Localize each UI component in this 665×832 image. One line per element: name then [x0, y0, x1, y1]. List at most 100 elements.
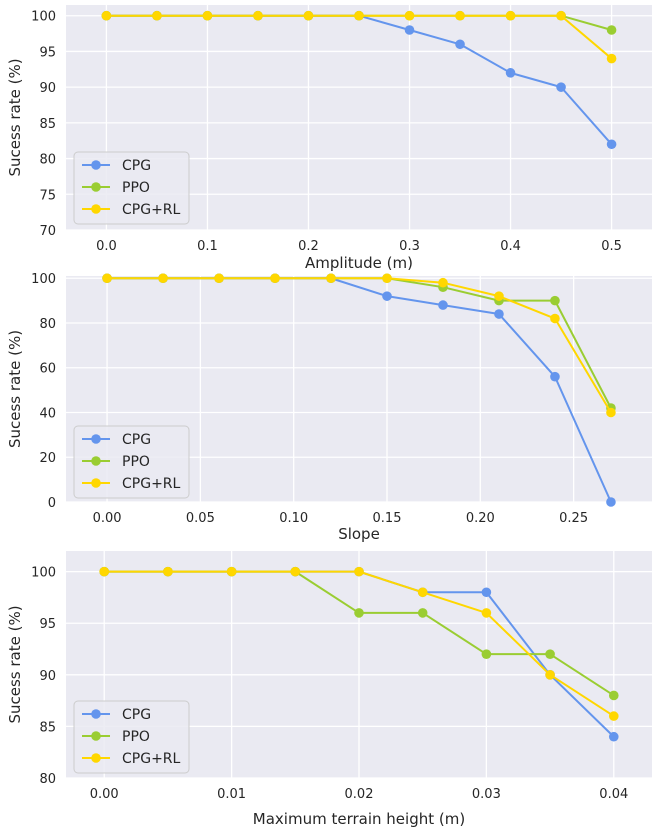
data-point: [417, 587, 428, 598]
legend-swatch-marker: [91, 182, 101, 192]
x-tick-label: 0.03: [472, 787, 501, 802]
data-point: [417, 608, 428, 618]
x-axis-label: Amplitude (m): [305, 254, 413, 272]
data-point: [354, 10, 364, 21]
series-CPG+RL: [102, 273, 616, 418]
data-point: [202, 10, 213, 21]
x-tick-label: 0.05: [186, 511, 215, 526]
legend-swatch-marker: [91, 456, 101, 466]
y-tick-label: 100: [31, 272, 56, 287]
data-point: [354, 566, 364, 577]
y-tick-label: 0: [48, 496, 56, 511]
data-point: [550, 371, 560, 382]
legend-swatch-marker: [91, 731, 101, 741]
data-point: [303, 10, 314, 21]
x-tick-label: 0.10: [279, 511, 308, 526]
data-point: [608, 731, 619, 742]
legend-label: CPG+RL: [122, 751, 181, 767]
x-tick-label: 0.4: [500, 239, 521, 254]
y-axis-label: Sucess rate (%): [6, 330, 24, 448]
y-tick-label: 90: [39, 81, 56, 96]
data-point: [556, 10, 566, 21]
y-tick-label: 20: [39, 451, 56, 466]
legend-box: [73, 425, 190, 499]
x-tick-label: 0.00: [93, 511, 122, 526]
x-tick-label: 0.15: [373, 511, 402, 526]
chart-3: 0.00 0.01 0.02 0.03 0.04 80 85 90 95 100 Maximum t…: [6, 551, 652, 828]
legend: CPG PPO CPG+RL: [73, 425, 190, 499]
x-tick-label: 0.1: [197, 239, 218, 254]
data-point: [505, 10, 516, 21]
data-point: [494, 309, 504, 319]
data-point: [152, 10, 162, 21]
data-point: [226, 566, 237, 577]
x-tick-label: 0.02: [345, 787, 374, 802]
x-tick-label: 0.2: [298, 239, 319, 254]
data-point: [382, 273, 392, 284]
y-tick-label: 100: [31, 10, 56, 25]
y-tick-label: 90: [39, 669, 56, 684]
x-tick-label: 0.5: [601, 239, 622, 254]
legend-label: CPG: [122, 432, 151, 448]
data-point: [606, 407, 616, 418]
x-axis-label: Slope: [338, 525, 380, 543]
y-tick-label: 85: [39, 720, 56, 735]
legend-box: [73, 151, 190, 225]
legend-box: [73, 700, 190, 774]
y-tick-label: 95: [39, 45, 56, 60]
data-point: [290, 566, 301, 577]
data-point: [404, 10, 415, 21]
legend-label: PPO: [122, 454, 150, 470]
legend-label: CPG: [122, 158, 151, 174]
y-tick-label: 80: [39, 772, 56, 787]
x-tick-label: 0.3: [399, 239, 420, 254]
legend: CPG PPO CPG+RL: [73, 151, 190, 225]
data-point: [455, 10, 465, 21]
y-tick-label: 85: [39, 117, 56, 132]
legend-swatch-marker: [91, 204, 101, 214]
legend: CPG PPO CPG+RL: [73, 700, 190, 774]
y-tick-label: 95: [39, 617, 56, 632]
data-point: [505, 68, 516, 78]
data-point: [481, 587, 492, 598]
legend-label: CPG: [122, 707, 151, 723]
data-point: [404, 25, 415, 35]
y-axis-label: Sucess rate (%): [6, 605, 24, 723]
x-tick-label: 0.25: [559, 511, 588, 526]
y-tick-label: 100: [31, 566, 56, 581]
data-point: [606, 25, 617, 35]
data-point: [438, 300, 448, 310]
x-axis-label: Maximum terrain height (m): [253, 810, 465, 828]
data-point: [270, 273, 280, 284]
data-point: [163, 566, 173, 577]
data-point: [253, 10, 263, 21]
x-tick-label: 0.20: [466, 511, 495, 526]
x-tick-label: 0.04: [599, 787, 628, 802]
data-point: [481, 608, 492, 618]
data-point: [102, 273, 112, 284]
y-tick-label: 80: [39, 317, 56, 332]
legend-swatch-marker: [91, 709, 101, 719]
data-point: [606, 53, 617, 64]
data-point: [608, 690, 619, 701]
data-point: [382, 291, 392, 301]
data-point: [550, 295, 560, 306]
legend-label: CPG+RL: [122, 476, 181, 492]
data-point: [158, 273, 168, 284]
data-point: [354, 608, 364, 618]
data-point: [545, 670, 555, 680]
x-tick-label: 0.01: [217, 787, 246, 802]
legend-swatch-marker: [91, 753, 101, 763]
series-CPG+RL: [99, 566, 619, 721]
x-tick-label: 0.0: [96, 239, 117, 254]
series-line: [107, 277, 612, 414]
legend-label: CPG+RL: [122, 202, 181, 218]
y-tick-label: 75: [39, 188, 56, 203]
legend-label: PPO: [122, 180, 150, 196]
data-point: [550, 313, 560, 324]
chart-1: 0.0 0.1 0.2 0.3 0.4 0.5 70 75 80 85 90 95 100 Amplitu…: [6, 5, 652, 272]
series-CPG+RL: [101, 10, 617, 64]
data-point: [99, 566, 110, 577]
y-tick-label: 60: [39, 362, 56, 377]
